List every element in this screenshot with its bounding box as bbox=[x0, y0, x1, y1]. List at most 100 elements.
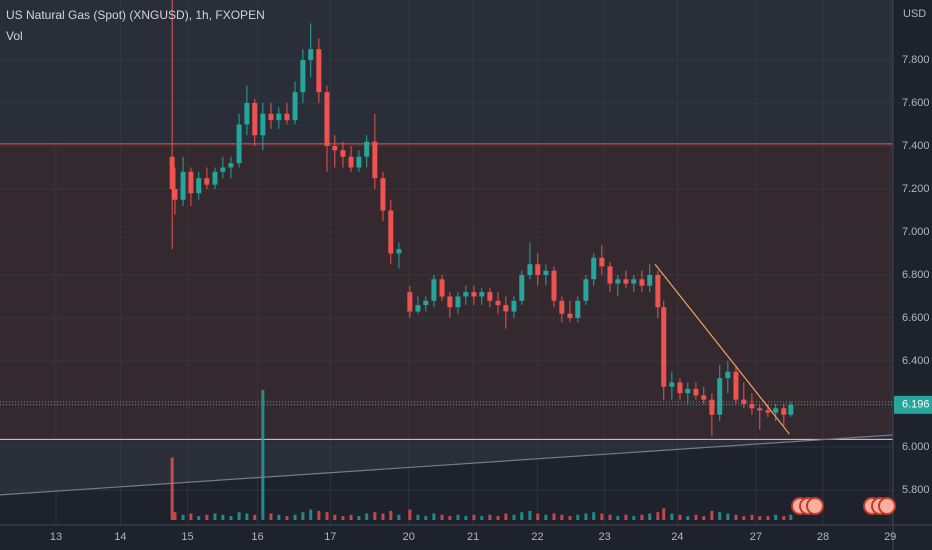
volume-bar bbox=[512, 514, 516, 520]
candle-body bbox=[647, 274, 653, 286]
volume-bar bbox=[189, 513, 193, 520]
candle-body bbox=[463, 292, 469, 297]
candle-body bbox=[575, 300, 581, 318]
volume-bar bbox=[293, 514, 297, 520]
volume-bar bbox=[536, 513, 540, 520]
volume-bar bbox=[710, 510, 714, 520]
axes: 5.8006.0006.2006.4006.6006.8007.0007.200… bbox=[50, 54, 932, 543]
volume-bar bbox=[656, 512, 660, 520]
candle-body bbox=[471, 292, 477, 297]
indicator-label: Vol bbox=[6, 29, 23, 43]
candle-body bbox=[220, 167, 226, 172]
volume-bar bbox=[789, 514, 793, 520]
candle-body bbox=[364, 141, 370, 157]
chart-title: US Natural Gas (Spot) (XNGUSD), 1h, FXOP… bbox=[6, 8, 265, 22]
volume-bar bbox=[694, 514, 698, 520]
candle-body bbox=[749, 403, 755, 409]
volume-bar bbox=[309, 509, 313, 520]
volume-bar bbox=[440, 514, 444, 520]
volume-bar bbox=[181, 514, 185, 520]
volume-bar bbox=[662, 508, 666, 520]
candle-body bbox=[276, 113, 282, 121]
volume-bar bbox=[253, 514, 257, 520]
volume-bar bbox=[782, 516, 786, 520]
candle-body bbox=[599, 257, 605, 267]
volume-bar bbox=[237, 512, 241, 520]
trendline bbox=[0, 434, 894, 496]
candle-body bbox=[551, 270, 557, 301]
volume-bar bbox=[488, 514, 492, 520]
y-tick-label: 7.800 bbox=[902, 54, 930, 66]
volume-bar bbox=[702, 516, 706, 520]
candle-body bbox=[380, 178, 386, 211]
volume-bar bbox=[742, 516, 746, 520]
volume-bar bbox=[197, 516, 201, 520]
x-tick-label: 27 bbox=[750, 531, 762, 543]
candle-body bbox=[396, 249, 402, 254]
candle-body bbox=[623, 279, 629, 284]
candle-body bbox=[511, 300, 517, 312]
x-tick-label: 15 bbox=[181, 531, 193, 543]
volume-bar bbox=[678, 514, 682, 520]
candle-body bbox=[244, 102, 250, 125]
volume-bar bbox=[552, 513, 556, 520]
candle-body bbox=[583, 279, 589, 301]
candle-body bbox=[180, 171, 186, 200]
candle-body bbox=[559, 300, 565, 314]
volume-bar bbox=[301, 512, 305, 520]
volume-bar bbox=[325, 512, 329, 520]
candle-body bbox=[725, 371, 731, 379]
volume-bar bbox=[349, 514, 353, 520]
volume-bar bbox=[416, 514, 420, 520]
candle-body bbox=[615, 279, 621, 284]
candle-body bbox=[543, 270, 549, 275]
candle-body bbox=[788, 404, 794, 415]
volume-bar bbox=[560, 514, 564, 520]
candle-body bbox=[773, 408, 779, 413]
x-tick-label: 22 bbox=[531, 531, 543, 543]
volume-bar bbox=[528, 510, 532, 520]
volume-bar bbox=[464, 516, 468, 520]
candle-body bbox=[447, 296, 453, 308]
candle-body bbox=[212, 171, 218, 185]
y-tick-label: 7.200 bbox=[902, 183, 930, 195]
volume-bar bbox=[221, 514, 225, 520]
x-tick-label: 20 bbox=[403, 531, 415, 543]
x-tick-label: 17 bbox=[324, 531, 336, 543]
volume-bar bbox=[472, 514, 476, 520]
candle-body bbox=[669, 382, 675, 387]
candle-body bbox=[204, 178, 210, 185]
x-tick-label: 16 bbox=[251, 531, 263, 543]
volume-bar bbox=[381, 513, 385, 520]
volume-bar bbox=[686, 516, 690, 520]
candle-body bbox=[169, 156, 175, 189]
x-tick-label: 29 bbox=[884, 531, 896, 543]
candle-body bbox=[228, 163, 234, 168]
volume-bar bbox=[357, 516, 361, 520]
candle-body bbox=[741, 399, 747, 404]
volume-bar bbox=[229, 516, 233, 520]
x-tick-label: 23 bbox=[599, 531, 611, 543]
volume-bar bbox=[397, 514, 401, 520]
x-tick-label: 14 bbox=[114, 531, 126, 543]
candle-body bbox=[661, 307, 667, 387]
candle-body bbox=[519, 274, 525, 301]
candle-body bbox=[677, 382, 683, 394]
candle-body bbox=[607, 266, 613, 284]
volume-bar bbox=[568, 516, 572, 520]
candle-body bbox=[284, 113, 290, 121]
volume-bar bbox=[584, 513, 588, 520]
volume-bar bbox=[670, 513, 674, 520]
trendline bbox=[654, 263, 790, 435]
candle-body bbox=[487, 292, 493, 301]
y-tick-label: 5.800 bbox=[902, 484, 930, 496]
x-tick-label: 24 bbox=[671, 531, 683, 543]
last-price-label: 6.196 bbox=[902, 399, 930, 411]
price-axis bbox=[893, 0, 932, 550]
candle-body bbox=[757, 408, 763, 411]
volume-bar bbox=[213, 513, 217, 520]
y-tick-label: 6.600 bbox=[902, 312, 930, 324]
candle-body bbox=[455, 296, 461, 308]
volume-bar bbox=[520, 512, 524, 520]
volume-bar bbox=[269, 513, 273, 520]
